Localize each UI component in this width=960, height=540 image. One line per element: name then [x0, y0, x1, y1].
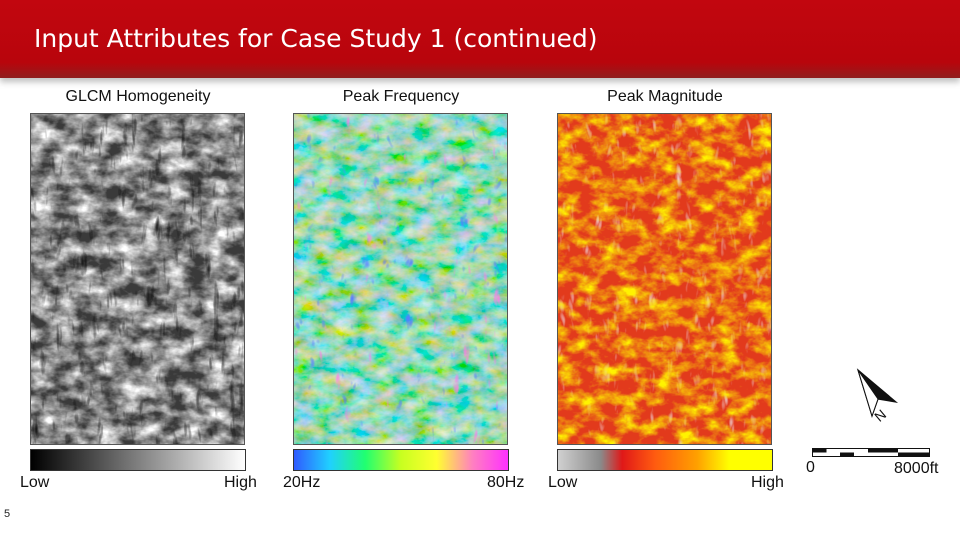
peak-frequency-colorbar [293, 449, 509, 471]
panel-title-glcm-homogeneity: GLCM Homogeneity [65, 88, 211, 105]
glcm-homogeneity-map [30, 113, 245, 445]
glcm-low-label: Low [20, 474, 50, 491]
magnitude-low-label: Low [548, 474, 578, 491]
peak-magnitude-map [557, 113, 772, 445]
glcm-high-label: High [224, 474, 257, 491]
slide-title: Input Attributes for Case Study 1 (conti… [34, 24, 598, 53]
scale-bar [812, 445, 930, 457]
scale-end-label: 8000ft [894, 460, 939, 477]
north-arrow-icon: N [848, 364, 904, 426]
panel-title-peak-frequency: Peak Frequency [342, 88, 460, 105]
panel-title-peak-magnitude: Peak Magnitude [607, 88, 723, 105]
glcm-homogeneity-colorbar [30, 449, 246, 471]
magnitude-high-label: High [751, 474, 784, 491]
scale-start-label: 0 [806, 459, 815, 476]
peak-frequency-map [293, 113, 508, 445]
page-number: 5 [4, 508, 11, 520]
frequency-low-label: 20Hz [283, 474, 321, 491]
peak-magnitude-colorbar [557, 449, 773, 471]
frequency-high-label: 80Hz [487, 474, 525, 491]
slide-header: Input Attributes for Case Study 1 (conti… [0, 0, 960, 78]
